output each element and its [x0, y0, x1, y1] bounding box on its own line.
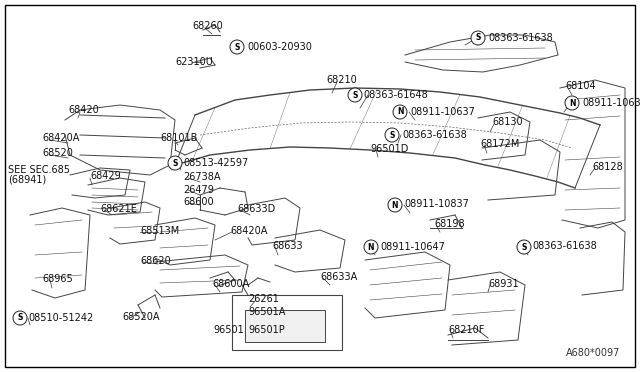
- Text: 68633D: 68633D: [237, 204, 275, 214]
- Text: 26261: 26261: [248, 294, 279, 304]
- Text: 08363-61638: 08363-61638: [488, 33, 553, 43]
- Bar: [245, 310, 325, 342]
- Text: 96501D: 96501D: [370, 144, 408, 154]
- Ellipse shape: [388, 198, 402, 212]
- Bar: [232, 295, 342, 350]
- Text: 68130: 68130: [492, 117, 523, 127]
- Ellipse shape: [565, 96, 579, 110]
- Ellipse shape: [471, 31, 485, 45]
- Text: 08911-10637: 08911-10637: [410, 107, 475, 117]
- Ellipse shape: [393, 105, 407, 119]
- Ellipse shape: [168, 156, 182, 170]
- Text: 68172M: 68172M: [480, 139, 520, 149]
- Text: 68965: 68965: [42, 274, 73, 284]
- Text: S: S: [234, 42, 240, 51]
- Text: S: S: [17, 314, 22, 323]
- Text: S: S: [352, 90, 358, 99]
- Text: 68520A: 68520A: [122, 312, 159, 322]
- Text: 96501P: 96501P: [248, 325, 285, 335]
- Text: 08513-42597: 08513-42597: [183, 158, 248, 168]
- Text: 68600A: 68600A: [212, 279, 249, 289]
- Text: 62310U: 62310U: [175, 57, 213, 67]
- Text: N: N: [368, 243, 374, 251]
- Text: 68931: 68931: [488, 279, 518, 289]
- Text: 68210: 68210: [326, 75, 356, 85]
- Text: 08363-61638: 08363-61638: [402, 130, 467, 140]
- Text: 00603-20930: 00603-20930: [247, 42, 312, 52]
- Text: 68600: 68600: [183, 197, 214, 207]
- Text: 68104: 68104: [565, 81, 596, 91]
- Text: 08363-61638: 08363-61638: [532, 241, 596, 251]
- Text: S: S: [522, 243, 527, 251]
- Text: N: N: [392, 201, 398, 209]
- Ellipse shape: [517, 240, 531, 254]
- Text: 96501: 96501: [213, 325, 244, 335]
- Text: S: S: [476, 33, 481, 42]
- Text: 68420A: 68420A: [42, 133, 79, 143]
- Text: N: N: [397, 108, 403, 116]
- Text: S: S: [389, 131, 395, 140]
- Text: 68633A: 68633A: [320, 272, 357, 282]
- Text: SEE SEC.685: SEE SEC.685: [8, 165, 70, 175]
- Text: 68128: 68128: [592, 162, 623, 172]
- Text: 08911-10637: 08911-10637: [582, 98, 640, 108]
- Text: (68941): (68941): [8, 175, 46, 185]
- Text: 68420A: 68420A: [230, 226, 268, 236]
- Text: S: S: [172, 158, 178, 167]
- Text: 68620: 68620: [140, 256, 171, 266]
- Text: 26738A: 26738A: [183, 172, 221, 182]
- Text: 68513M: 68513M: [140, 226, 179, 236]
- Text: 68260: 68260: [192, 21, 223, 31]
- Ellipse shape: [13, 311, 27, 325]
- Text: 68621E: 68621E: [100, 204, 137, 214]
- Text: 68633: 68633: [272, 241, 303, 251]
- Text: 08510-51242: 08510-51242: [28, 313, 93, 323]
- Text: 68429: 68429: [90, 171, 121, 181]
- Ellipse shape: [348, 88, 362, 102]
- Text: 96501A: 96501A: [248, 307, 285, 317]
- Text: 08363-61648: 08363-61648: [363, 90, 428, 100]
- Text: 68210F: 68210F: [448, 325, 484, 335]
- Text: 68520: 68520: [42, 148, 73, 158]
- Text: 68101B: 68101B: [160, 133, 197, 143]
- Text: 68198: 68198: [434, 219, 465, 229]
- Text: 26479: 26479: [183, 185, 214, 195]
- Text: N: N: [569, 99, 575, 108]
- Ellipse shape: [385, 128, 399, 142]
- Text: 68420: 68420: [68, 105, 99, 115]
- Ellipse shape: [364, 240, 378, 254]
- Text: 08911-10647: 08911-10647: [380, 242, 445, 252]
- Text: 08911-10837: 08911-10837: [404, 199, 469, 209]
- Text: A680*0097: A680*0097: [566, 348, 620, 358]
- Ellipse shape: [230, 40, 244, 54]
